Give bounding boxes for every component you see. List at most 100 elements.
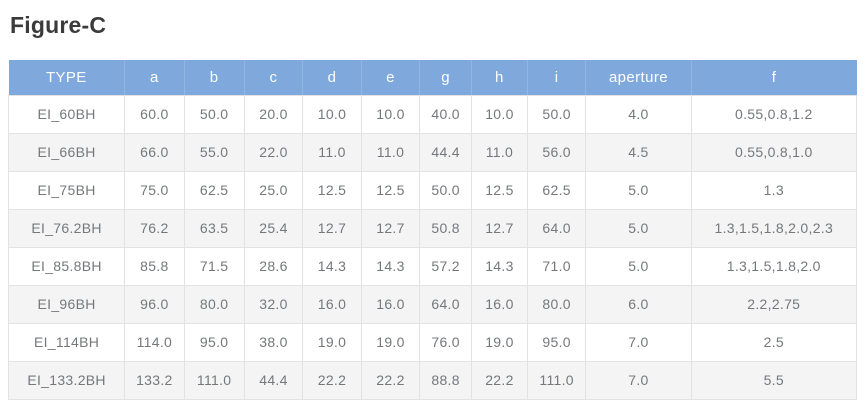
type-cell: EI_96BH <box>7 284 126 324</box>
table-cell: 12.7 <box>302 208 362 248</box>
table-cell: 80.0 <box>526 284 587 324</box>
table-cell: 75.0 <box>124 170 185 210</box>
table-cell: 10.0 <box>302 94 362 134</box>
table-cell: 62.5 <box>183 170 245 210</box>
table-row: EI_85.8BH 85.8 71.5 28.6 14.3 14.3 57.2 14.3 71.… <box>7 246 858 286</box>
table-cell: 1.3,1.5,1.8,2.0,2.3 <box>690 208 858 248</box>
column-header: b <box>184 60 245 96</box>
table-cell: 25.0 <box>243 170 304 210</box>
type-cell: EI_76.2BH <box>7 208 126 248</box>
table-cell: 12.5 <box>302 170 362 210</box>
table-cell: 80.0 <box>183 284 245 324</box>
table-cell: 96.0 <box>124 284 185 324</box>
table-cell: 63.5 <box>183 208 245 248</box>
column-header: c <box>244 60 304 96</box>
spec-table: TYPE a b c d e g h i aperture f EI_60BH 60.0 50.0 20.… <box>7 60 858 400</box>
table-cell: 12.7 <box>360 208 421 248</box>
table-cell: 85.8 <box>124 246 185 286</box>
table-cell: 10.0 <box>360 94 421 134</box>
table-cell: 19.0 <box>470 322 528 362</box>
table-cell: 22.2 <box>360 360 421 400</box>
table-cell: 19.0 <box>302 322 362 362</box>
table-cell: 16.0 <box>302 284 362 324</box>
table-cell: 76.2 <box>124 208 185 248</box>
table-cell: 12.5 <box>360 170 421 210</box>
table-cell: 133.2 <box>124 360 185 400</box>
column-header: d <box>302 60 362 96</box>
table-cell: 28.6 <box>243 246 304 286</box>
table-cell: 50.0 <box>419 170 472 210</box>
table-cell: 57.2 <box>419 246 472 286</box>
table-cell: 111.0 <box>183 360 245 400</box>
page: Figure-C TYPE a b c d e g h i aperture f EI_60BH 60… <box>7 12 858 400</box>
table-cell: 95.0 <box>183 322 245 362</box>
table-cell: 22.2 <box>470 360 528 400</box>
table-cell: 76.0 <box>419 322 472 362</box>
column-header: e <box>361 60 421 96</box>
table-cell: 111.0 <box>526 360 587 400</box>
table-cell: 7.0 <box>585 360 692 400</box>
table-cell: 32.0 <box>243 284 304 324</box>
table-cell: 4.0 <box>585 94 692 134</box>
table-row: EI_66BH 66.0 55.0 22.0 11.0 11.0 44.4 11.0 56.0 4… <box>7 132 858 172</box>
table-cell: 60.0 <box>124 94 185 134</box>
column-header: h <box>471 60 528 96</box>
column-header: i <box>527 60 587 96</box>
table-cell: 16.0 <box>470 284 528 324</box>
table-cell: 14.3 <box>302 246 362 286</box>
table-cell: 0.55,0.8,1.2 <box>690 94 858 134</box>
table-cell: 2.2,2.75 <box>690 284 858 324</box>
type-cell: EI_133.2BH <box>7 360 126 400</box>
table-cell: 16.0 <box>360 284 421 324</box>
table-cell: 14.3 <box>360 246 421 286</box>
table-cell: 71.5 <box>183 246 245 286</box>
table-cell: 5.0 <box>585 170 692 210</box>
table-cell: 7.0 <box>585 322 692 362</box>
table-cell: 88.8 <box>419 360 472 400</box>
table-cell: 62.5 <box>526 170 587 210</box>
table-cell: 5.5 <box>690 360 858 400</box>
column-header: aperture <box>585 60 692 96</box>
table-cell: 56.0 <box>526 132 587 172</box>
table-cell: 38.0 <box>243 322 304 362</box>
table-cell: 19.0 <box>360 322 421 362</box>
table-cell: 20.0 <box>243 94 304 134</box>
table-cell: 10.0 <box>470 94 528 134</box>
table-cell: 22.0 <box>243 132 304 172</box>
spec-table-body: EI_60BH 60.0 50.0 20.0 10.0 10.0 40.0 10.0 50.0 4… <box>7 94 858 400</box>
header-row: TYPE a b c d e g h i aperture f <box>8 60 857 96</box>
column-header: f <box>691 60 857 96</box>
table-cell: 14.3 <box>470 246 528 286</box>
table-cell: 11.0 <box>470 132 528 172</box>
table-cell: 95.0 <box>526 322 587 362</box>
type-cell: EI_75BH <box>7 170 126 210</box>
table-cell: 114.0 <box>124 322 185 362</box>
table-row: EI_76.2BH 76.2 63.5 25.4 12.7 12.7 50.8 12.7 64.… <box>7 208 858 248</box>
table-cell: 44.4 <box>243 360 304 400</box>
table-cell: 50.0 <box>526 94 587 134</box>
table-cell: 1.3 <box>690 170 858 210</box>
table-row: EI_96BH 96.0 80.0 32.0 16.0 16.0 64.0 16.0 80.0 6… <box>7 284 858 324</box>
table-cell: 44.4 <box>419 132 472 172</box>
table-row: EI_133.2BH 133.2 111.0 44.4 22.2 22.2 88.8 22.2… <box>7 360 858 400</box>
table-cell: 4.5 <box>585 132 692 172</box>
table-cell: 6.0 <box>585 284 692 324</box>
figure-title: Figure-C <box>10 12 107 38</box>
type-cell: EI_60BH <box>7 94 126 134</box>
column-header: g <box>419 60 472 96</box>
table-cell: 64.0 <box>526 208 587 248</box>
table-row: EI_75BH 75.0 62.5 25.0 12.5 12.5 50.0 12.5 62.5 5… <box>7 170 858 210</box>
table-cell: 40.0 <box>419 94 472 134</box>
table-cell: 64.0 <box>419 284 472 324</box>
table-cell: 11.0 <box>360 132 421 172</box>
table-cell: 5.0 <box>585 246 692 286</box>
spec-table-header: TYPE a b c d e g h i aperture f <box>8 60 857 96</box>
table-cell: 12.5 <box>470 170 528 210</box>
table-row: EI_60BH 60.0 50.0 20.0 10.0 10.0 40.0 10.0 50.0 4… <box>7 94 858 134</box>
type-cell: EI_66BH <box>7 132 126 172</box>
table-cell: 25.4 <box>243 208 304 248</box>
table-cell: 22.2 <box>302 360 362 400</box>
table-row: EI_114BH 114.0 95.0 38.0 19.0 19.0 76.0 19.0 95.… <box>7 322 858 362</box>
table-cell: 55.0 <box>183 132 245 172</box>
table-cell: 50.8 <box>419 208 472 248</box>
